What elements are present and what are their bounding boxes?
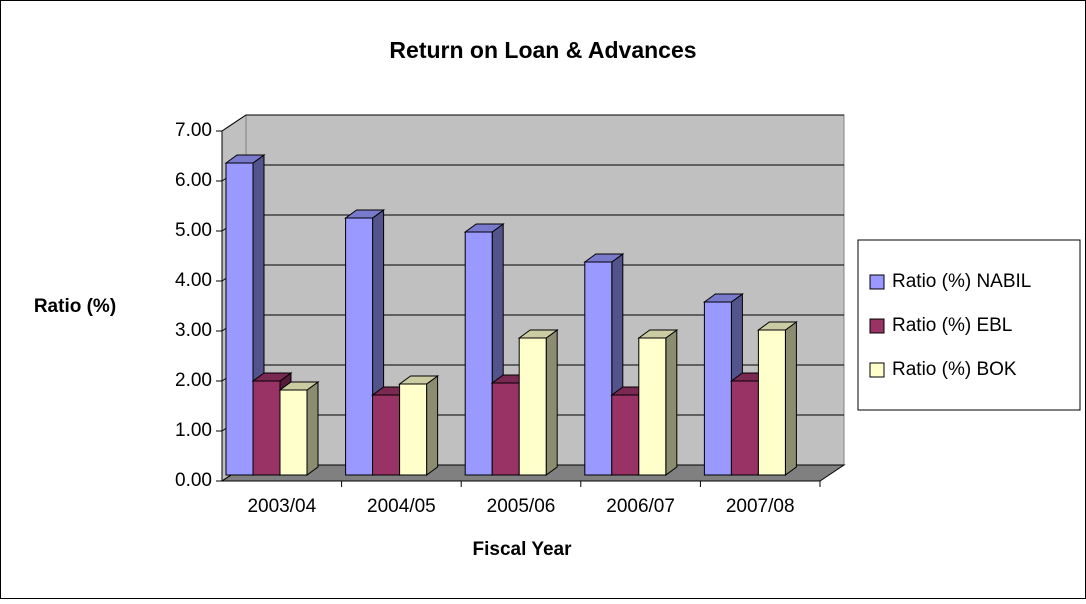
y-tick-label: 3.00 [175,320,212,341]
bar [584,261,613,476]
bar [611,394,640,476]
legend-label: Ratio (%) EBL [892,315,1012,336]
x-tick-label: 2007/08 [726,496,795,517]
x-tick-label: 2004/05 [367,496,436,517]
bar [345,217,374,476]
bar [703,301,732,476]
x-tick-label: 2006/07 [606,496,675,517]
y-tick-label: 4.00 [175,270,212,291]
bar [757,329,786,476]
legend-swatch [869,362,885,378]
legend-swatch [869,274,885,290]
bar [464,231,493,476]
plot-area: 0.00 1.00 2.00 3.00 4.00 5.00 6.00 7.00 2003/04 2… [175,114,846,517]
y-tick-label: 1.00 [175,420,212,441]
bar [399,383,428,476]
bar [491,382,520,476]
y-tick-label: 0.00 [175,470,212,491]
y-tick-label: 2.00 [175,370,212,391]
legend-label: Ratio (%) BOK [892,359,1017,380]
bar-side [545,329,558,476]
chart-title: Return on Loan & Advances [389,37,696,63]
bar-side [426,375,439,476]
legend-swatch [869,318,885,334]
y-tick-label: 5.00 [175,220,212,241]
y-tick-label: 6.00 [175,170,212,191]
x-tick-label: 2003/04 [247,496,316,517]
y-axis-title: Ratio (%) [34,296,116,317]
bar [279,389,308,476]
x-axis-title: Fiscal Year [473,539,573,560]
bar-side [665,329,678,476]
y-tick-label: 7.00 [175,120,212,141]
legend-label: Ratio (%) NABIL [892,271,1031,292]
bar [730,380,759,476]
bar [372,394,401,476]
x-tick-label: 2005/06 [487,496,556,517]
bar-side [306,381,319,476]
grid-line [221,114,844,132]
bar [225,162,254,476]
legend: Ratio (%) NABIL Ratio (%) EBL Ratio (%) BO… [857,239,1081,411]
bar [252,380,281,476]
bar-side [784,321,797,476]
bar [518,337,547,476]
bar [638,337,667,476]
legend-box [857,239,1081,411]
